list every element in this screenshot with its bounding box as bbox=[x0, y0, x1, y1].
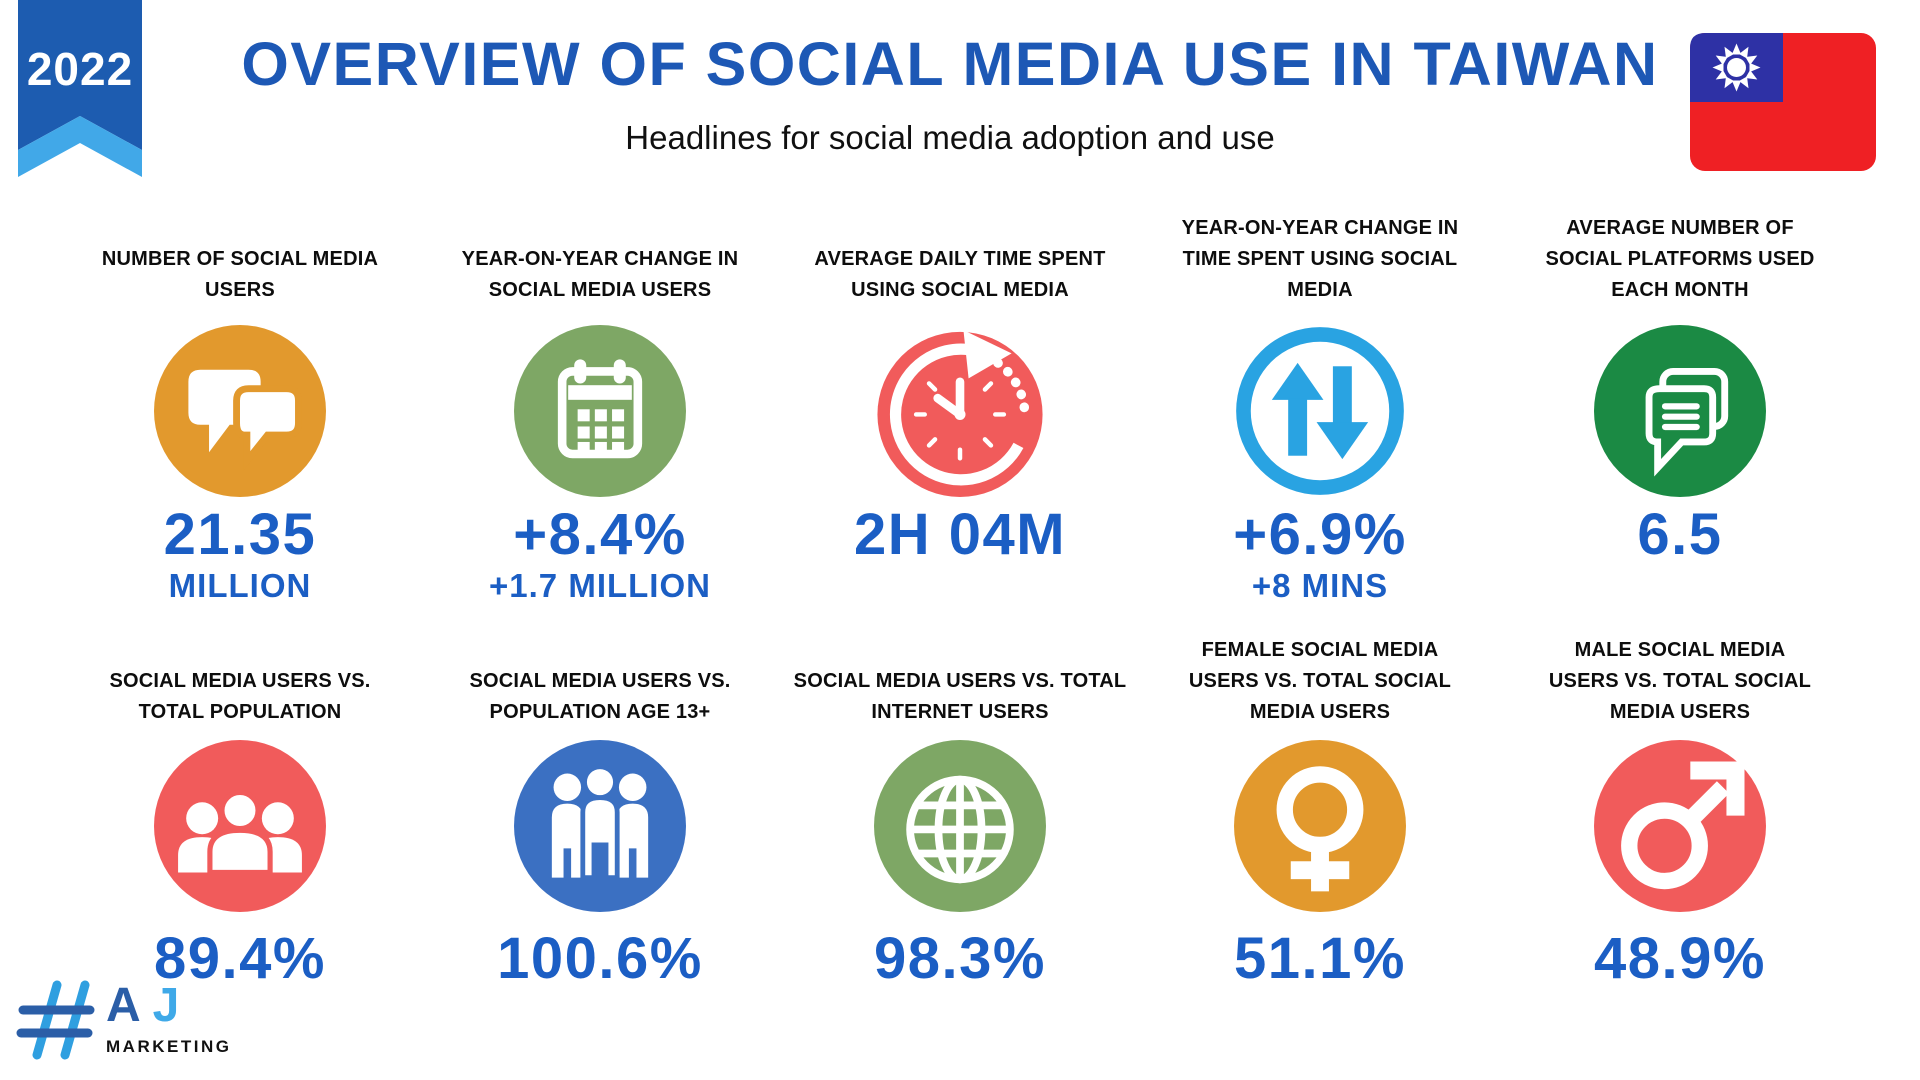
stat-card-female-users: FEMALE SOCIAL MEDIA USERS VS. TOTAL SOCI… bbox=[1140, 622, 1500, 992]
male-symbol-icon bbox=[1594, 740, 1766, 912]
stat-card-male-users: MALE SOCIAL MEDIA USERS VS. TOTAL SOCIAL… bbox=[1500, 622, 1860, 992]
stat-value: +8.4% bbox=[513, 502, 687, 567]
stat-subvalue: +8 MINS bbox=[1251, 567, 1389, 604]
logo-text: A J MARKETING bbox=[106, 980, 231, 1060]
card-title: FEMALE SOCIAL MEDIA USERS VS. TOTAL SOCI… bbox=[1188, 639, 1452, 723]
card-title: AVERAGE NUMBER OF SOCIAL PLATFORMS USED … bbox=[1545, 217, 1815, 301]
year-ribbon: 2022 bbox=[18, 0, 142, 178]
stat-value: 89.4% bbox=[154, 926, 326, 991]
ribbon-shape bbox=[18, 0, 142, 177]
calendar-icon bbox=[514, 325, 686, 497]
stats-row-2: SOCIAL MEDIA USERS VS. TOTAL POPULATION … bbox=[60, 622, 1860, 992]
stat-value: 51.1% bbox=[1234, 926, 1406, 991]
stats-row-1: NUMBER OF SOCIAL MEDIA USERS 21.35 MILLI… bbox=[60, 217, 1860, 604]
stat-value: 6.5 bbox=[1637, 502, 1723, 567]
stat-subvalue: MILLION bbox=[168, 567, 312, 604]
aj-marketing-logo: A J MARKETING bbox=[16, 980, 231, 1060]
stat-value: 48.9% bbox=[1594, 926, 1766, 991]
stat-value: 21.35 bbox=[163, 502, 317, 567]
card-title: SOCIAL MEDIA USERS VS. TOTAL INTERNET US… bbox=[793, 670, 1127, 723]
year-label: 2022 bbox=[26, 43, 134, 95]
flag-sun bbox=[1712, 43, 1761, 92]
hashtag-icon bbox=[16, 980, 95, 1060]
stat-card-daily-time-spent: AVERAGE DAILY TIME SPENT USING SOCIAL ME… bbox=[780, 222, 1140, 604]
stat-subvalue: +1.7 MILLION bbox=[489, 567, 711, 604]
stat-value: +6.9% bbox=[1233, 502, 1407, 567]
stat-card-social-media-users: NUMBER OF SOCIAL MEDIA USERS 21.35 MILLI… bbox=[60, 222, 420, 604]
card-title: YEAR-ON-YEAR CHANGE IN SOCIAL MEDIA USER… bbox=[461, 248, 739, 301]
logo-letter-a: A bbox=[106, 979, 143, 1032]
globe-icon bbox=[874, 740, 1046, 912]
stat-card-users-vs-internet-users: SOCIAL MEDIA USERS VS. TOTAL INTERNET US… bbox=[780, 622, 1140, 992]
arrows-up-down-icon bbox=[1236, 327, 1404, 495]
stat-card-yoy-change-users: YEAR-ON-YEAR CHANGE IN SOCIAL MEDIA USER… bbox=[420, 222, 780, 604]
card-title: SOCIAL MEDIA USERS VS. TOTAL POPULATION bbox=[109, 670, 371, 723]
chat-platforms-icon bbox=[1594, 325, 1766, 497]
stat-card-users-vs-age13plus: SOCIAL MEDIA USERS VS. POPULATION AGE 13… bbox=[420, 622, 780, 992]
chat-bubbles-icon bbox=[154, 325, 326, 497]
page-subtitle: Headlines for social media adoption and … bbox=[625, 119, 1275, 156]
card-title: YEAR-ON-YEAR CHANGE IN TIME SPENT USING … bbox=[1181, 217, 1459, 301]
stat-value: 100.6% bbox=[497, 926, 703, 991]
female-symbol-icon bbox=[1234, 740, 1406, 912]
card-title: MALE SOCIAL MEDIA USERS VS. TOTAL SOCIAL… bbox=[1548, 639, 1812, 723]
card-title: SOCIAL MEDIA USERS VS. POPULATION AGE 13… bbox=[469, 670, 731, 723]
logo-caption: MARKETING bbox=[106, 1037, 232, 1056]
people-group-icon bbox=[154, 740, 326, 912]
clock-refresh-icon bbox=[877, 330, 1043, 497]
stat-value: 2H 04M bbox=[853, 502, 1067, 567]
logo-letter-j: J bbox=[152, 979, 182, 1032]
page-title: OVERVIEW OF SOCIAL MEDIA USE IN TAIWAN bbox=[241, 30, 1659, 98]
taiwan-flag-icon bbox=[1690, 33, 1876, 171]
stat-value: 98.3% bbox=[874, 926, 1046, 991]
people-standing-icon bbox=[514, 740, 686, 912]
card-title: AVERAGE DAILY TIME SPENT USING SOCIAL ME… bbox=[814, 248, 1106, 301]
stat-card-yoy-change-time: YEAR-ON-YEAR CHANGE IN TIME SPENT USING … bbox=[1140, 217, 1500, 604]
stat-card-platforms-per-month: AVERAGE NUMBER OF SOCIAL PLATFORMS USED … bbox=[1500, 217, 1860, 604]
card-title: NUMBER OF SOCIAL MEDIA USERS bbox=[101, 248, 379, 301]
stat-card-users-vs-population: SOCIAL MEDIA USERS VS. TOTAL POPULATION … bbox=[60, 622, 420, 992]
logo-name: A J bbox=[106, 982, 231, 1030]
